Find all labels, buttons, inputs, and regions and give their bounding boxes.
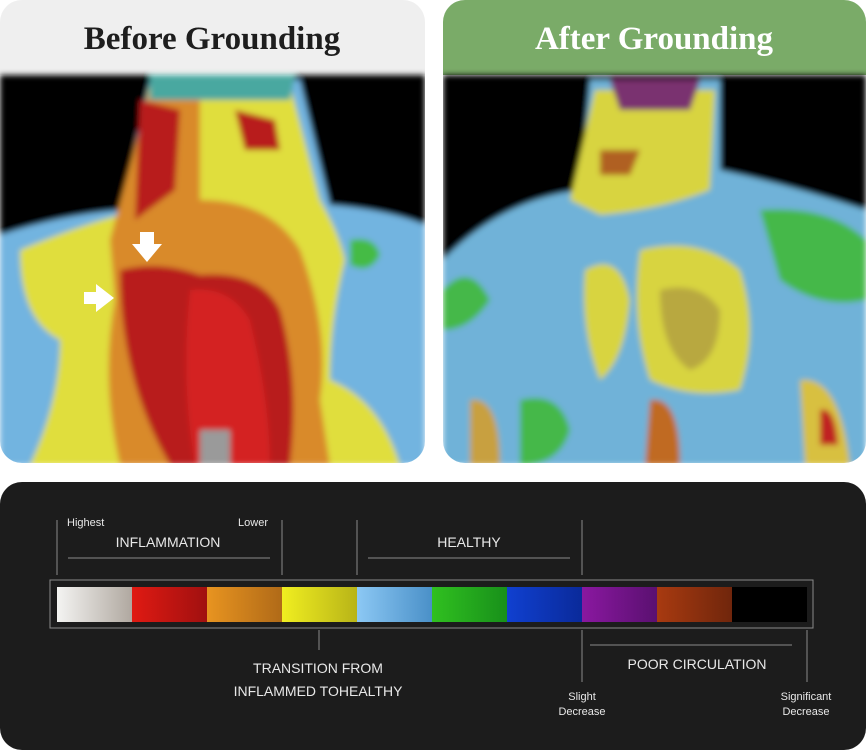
swatch bbox=[582, 587, 657, 622]
swatch bbox=[432, 587, 507, 622]
legend-lines bbox=[56, 520, 808, 682]
legend-label: Highest bbox=[67, 517, 104, 529]
swatch bbox=[507, 587, 582, 622]
arrow bbox=[84, 284, 114, 312]
color-bar bbox=[57, 587, 807, 622]
swatch bbox=[132, 587, 207, 622]
thermal-image bbox=[443, 75, 866, 463]
legend-label: Decrease bbox=[782, 706, 829, 718]
panel-title: After Grounding bbox=[535, 21, 774, 57]
legend-label: POOR CIRCULATION bbox=[628, 656, 767, 672]
after-card bbox=[443, 0, 866, 463]
swatch bbox=[207, 587, 282, 622]
swatch bbox=[57, 587, 132, 622]
legend-label: TRANSITION FROM bbox=[253, 660, 383, 676]
swatch bbox=[732, 587, 807, 622]
legend-label: HEALTHY bbox=[437, 534, 501, 550]
thermal-image bbox=[0, 75, 425, 463]
swatch bbox=[657, 587, 732, 622]
legend-label: INFLAMMATION bbox=[116, 534, 221, 550]
header bbox=[0, 0, 425, 75]
legend-label: Lower bbox=[238, 517, 268, 529]
legend-label: Significant bbox=[781, 691, 832, 703]
before-card bbox=[0, 0, 425, 463]
legend-label: Slight bbox=[568, 691, 596, 703]
legend-label: Decrease bbox=[558, 706, 605, 718]
swatch bbox=[357, 587, 432, 622]
arrow bbox=[132, 232, 162, 262]
color-bar-frame bbox=[49, 579, 814, 629]
swatch bbox=[282, 587, 357, 622]
panel-title: Before Grounding bbox=[84, 21, 341, 57]
legend-label: INFLAMMED TOHEALTHY bbox=[234, 683, 403, 699]
header bbox=[443, 0, 866, 75]
